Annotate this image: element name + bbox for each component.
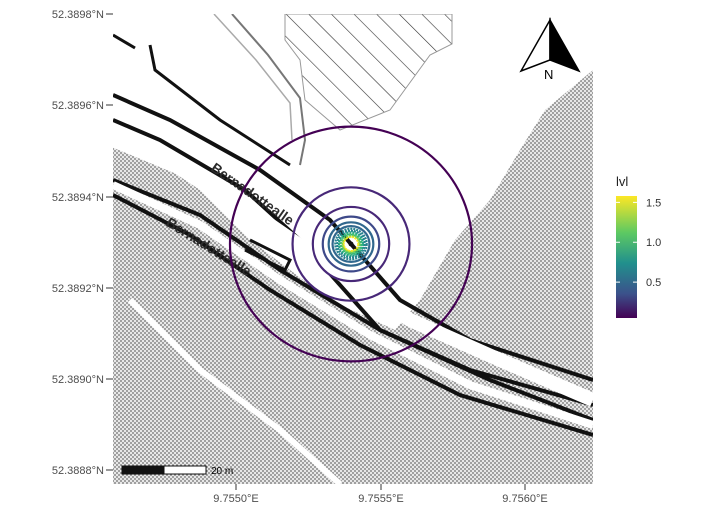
x-axis: 9.7550°E 9.7555°E 9.7560°E <box>213 484 548 505</box>
contour-line <box>343 236 359 252</box>
legend-tick-label: 0.5 <box>646 277 661 289</box>
scale-bar: 20 m <box>121 465 233 477</box>
contour-line <box>340 233 362 255</box>
north-arrow: N <box>519 17 581 82</box>
y-tick-label: 52.3894°N <box>52 192 104 204</box>
contour-line <box>291 186 411 302</box>
bike-path <box>127 297 343 484</box>
building-outline-2 <box>113 33 136 50</box>
open-area <box>113 14 593 330</box>
contour-line <box>334 227 368 261</box>
x-tick-label: 9.7555°E <box>358 493 403 505</box>
x-tick-label: 9.7560°E <box>502 493 547 505</box>
contour-line <box>228 125 474 363</box>
legend-ticks: 1.5 1.0 0.5 <box>616 197 661 289</box>
contour-line <box>337 231 365 257</box>
contour-line <box>321 215 381 273</box>
map-panel: Bernadottealle Bernadottealle 20 m N <box>113 14 593 484</box>
x-tick-label: 9.7550°E <box>213 493 258 505</box>
legend-tick-label: 1.0 <box>646 237 661 249</box>
y-tick-label: 52.3898°N <box>52 9 104 21</box>
contour-line <box>339 232 363 256</box>
source-point <box>348 241 354 247</box>
north-arrow-label: N <box>544 67 553 82</box>
road-lane-2 <box>113 181 593 429</box>
legend-colorbar <box>616 196 637 318</box>
contour-line <box>336 229 366 259</box>
contour-line <box>327 221 375 267</box>
y-tick-label: 52.3892°N <box>52 283 104 295</box>
road-edge <box>113 193 593 437</box>
open-area-northwest <box>113 14 300 100</box>
legend-tick-label: 1.5 <box>646 197 661 209</box>
contour-lines <box>228 125 474 363</box>
north-arrow-right <box>549 17 581 73</box>
contour-line <box>311 205 391 283</box>
building-outline <box>148 44 291 167</box>
y-tick-label: 52.3896°N <box>52 100 104 112</box>
footpath <box>231 14 307 166</box>
legend-title: lvl <box>616 174 628 189</box>
scale-bar-black-segment <box>121 465 165 475</box>
legend: lvl 1.5 1.0 0.5 <box>616 174 661 318</box>
y-tick-label: 52.3888°N <box>52 465 104 477</box>
contour-line <box>331 225 371 263</box>
y-axis: 52.3898°N 52.3896°N 52.3894°N 52.3892°N … <box>52 9 113 477</box>
footpath-2 <box>213 14 293 141</box>
traffic-island <box>244 238 293 273</box>
road-lane <box>113 133 593 407</box>
building-hatched <box>284 14 453 131</box>
scale-bar-white-segment <box>163 465 207 475</box>
road-edge <box>113 178 593 422</box>
scale-bar-label: 20 m <box>211 466 233 477</box>
y-tick-label: 52.3890°N <box>52 374 104 386</box>
